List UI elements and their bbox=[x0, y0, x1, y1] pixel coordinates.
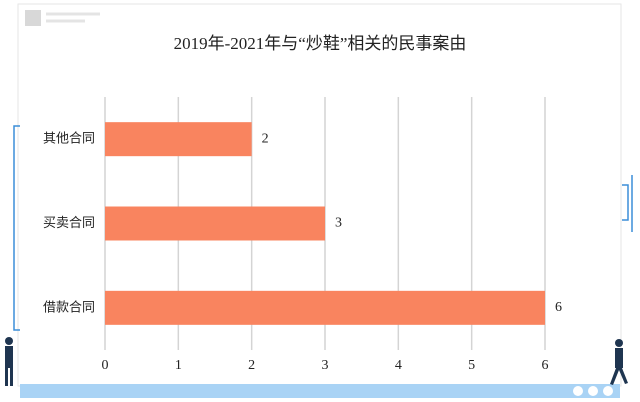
x-tick-label: 0 bbox=[102, 358, 109, 373]
bottom-bar bbox=[20, 384, 620, 398]
chart-title: 2019年-2021年与“炒鞋”相关的民事案由 bbox=[174, 34, 467, 53]
bar bbox=[105, 122, 252, 157]
data-label: 2 bbox=[262, 131, 269, 146]
bracket bbox=[13, 125, 20, 331]
x-tick-label: 3 bbox=[322, 358, 329, 373]
bracket bbox=[622, 184, 629, 221]
data-label: 3 bbox=[335, 216, 342, 231]
y-tick-label: 买卖合同 bbox=[43, 216, 95, 231]
x-tick-label: 4 bbox=[395, 358, 402, 373]
figure bbox=[610, 339, 628, 385]
x-tick-label: 5 bbox=[468, 358, 475, 373]
dot bbox=[588, 386, 598, 396]
frame bbox=[17, 3, 622, 387]
data-label: 6 bbox=[555, 300, 562, 315]
bar bbox=[105, 206, 325, 241]
dot bbox=[603, 386, 613, 396]
x-tick-label: 2 bbox=[248, 358, 255, 373]
dot bbox=[573, 386, 583, 396]
y-tick-label: 借款合同 bbox=[43, 300, 95, 315]
bar bbox=[105, 290, 545, 325]
y-tick-label: 其他合同 bbox=[43, 132, 95, 147]
figure bbox=[5, 337, 13, 386]
x-tick-label: 1 bbox=[175, 358, 182, 373]
x-tick-label: 6 bbox=[542, 358, 549, 373]
icon bbox=[25, 10, 41, 26]
